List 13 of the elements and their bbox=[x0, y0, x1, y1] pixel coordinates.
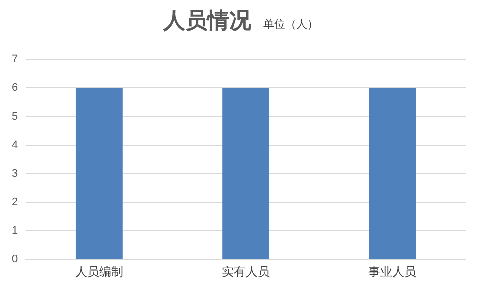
y-tick-label: 5 bbox=[12, 110, 18, 123]
y-tick-label: 7 bbox=[12, 54, 18, 66]
x-tick-label: 人员编制 bbox=[75, 265, 124, 280]
y-tick-label: 0 bbox=[12, 254, 18, 266]
chart-title: 人员情况 bbox=[164, 7, 252, 36]
x-tick-label: 实有人员 bbox=[222, 265, 270, 280]
y-tick-label: 2 bbox=[12, 196, 18, 208]
y-tick-label: 4 bbox=[12, 139, 18, 152]
x-tick-label: 事业人员 bbox=[368, 265, 417, 280]
y-tick-label: 1 bbox=[12, 225, 18, 238]
chart-subtitle: 单位（人） bbox=[264, 17, 318, 32]
y-tick-label: 3 bbox=[12, 168, 18, 180]
y-tick-label: 6 bbox=[12, 82, 18, 94]
